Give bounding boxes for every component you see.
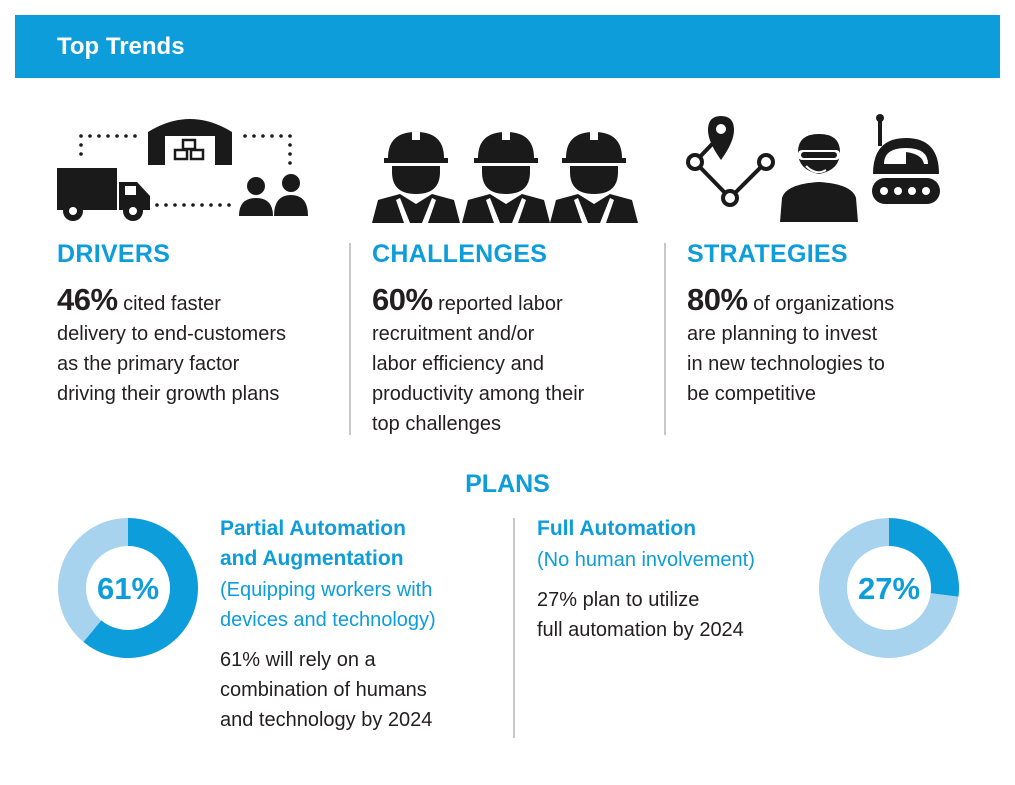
partial-automation-description: (Equipping workers with devices and tech… — [220, 575, 436, 635]
challenges-line3: labor efficiency and — [372, 353, 544, 375]
full-head1: Full Automation — [537, 517, 697, 540]
challenges-stat: 60% — [372, 282, 433, 317]
partial-automation-donut-chart: 61% — [57, 518, 198, 658]
drivers-line4: driving their growth plans — [57, 383, 280, 405]
partial-automation-text: 61% will rely on a combination of humans… — [220, 645, 432, 735]
full-paren1: (No human involvement) — [537, 549, 755, 571]
full-automation-text: 27% plan to utilize full automation by 2… — [537, 585, 744, 645]
strategies-line1: of organizations — [747, 293, 895, 315]
donut-slice-remainder — [57, 518, 128, 642]
donut-slice-value — [889, 518, 959, 597]
partial-paren2: devices and technology) — [220, 609, 436, 631]
partial-automation-heading: Partial Automation and Augmentation — [220, 514, 406, 574]
donut-slice-remainder — [819, 518, 959, 658]
donut-slice-value — [83, 518, 198, 658]
donut-percent-label: 61% — [97, 571, 159, 606]
challenges-heading: CHALLENGES — [372, 240, 548, 268]
strategies-line3: in new technologies to — [687, 353, 885, 375]
drivers-heading: DRIVERS — [57, 240, 171, 268]
full-text2: full automation by 2024 — [537, 619, 744, 641]
drivers-line1: cited faster — [117, 293, 221, 315]
full-text1: 27% plan to utilize — [537, 589, 700, 611]
partial-head2: and Augmentation — [220, 547, 404, 570]
plans-divider — [513, 518, 515, 738]
strategies-line4: be competitive — [687, 383, 816, 405]
drivers-line3: as the primary factor — [57, 353, 240, 375]
construction-workers-icon — [372, 130, 638, 223]
drivers-line2: delivery to end-customers — [57, 323, 286, 345]
partial-head1: Partial Automation — [220, 517, 406, 540]
banner-title: Top Trends — [57, 33, 185, 60]
strategies-line2: are planning to invest — [687, 323, 878, 345]
partial-paren1: (Equipping workers with — [220, 579, 433, 601]
column-divider — [664, 243, 666, 435]
column-divider — [349, 243, 351, 435]
strategies-text: 80% of organizations are planning to inv… — [687, 282, 977, 409]
challenges-line5: top challenges — [372, 413, 501, 435]
partial-text1: 61% will rely on a — [220, 649, 376, 671]
full-automation-donut-chart: 27% — [819, 518, 959, 658]
route-headset-robot-icon — [686, 114, 940, 222]
full-automation-heading: Full Automation — [537, 514, 696, 544]
top-trends-banner: Top Trends — [15, 15, 1000, 78]
challenges-text: 60% reported labor recruitment and/or la… — [372, 282, 657, 439]
full-automation-description: (No human involvement) — [537, 545, 755, 575]
partial-text2: combination of humans — [220, 679, 427, 701]
donut-percent-label: 27% — [858, 571, 920, 606]
drivers-text: 46% cited faster delivery to end-custome… — [57, 282, 342, 409]
challenges-line4: productivity among their — [372, 383, 585, 405]
strategies-heading: STRATEGIES — [687, 240, 848, 268]
warehouse-truck-people-icon — [57, 119, 308, 221]
partial-text3: and technology by 2024 — [220, 709, 433, 731]
challenges-line2: recruitment and/or — [372, 323, 535, 345]
challenges-line1: reported labor — [432, 293, 563, 315]
plans-title: PLANS — [465, 470, 550, 498]
strategies-stat: 80% — [687, 282, 748, 317]
drivers-stat: 46% — [57, 282, 118, 317]
